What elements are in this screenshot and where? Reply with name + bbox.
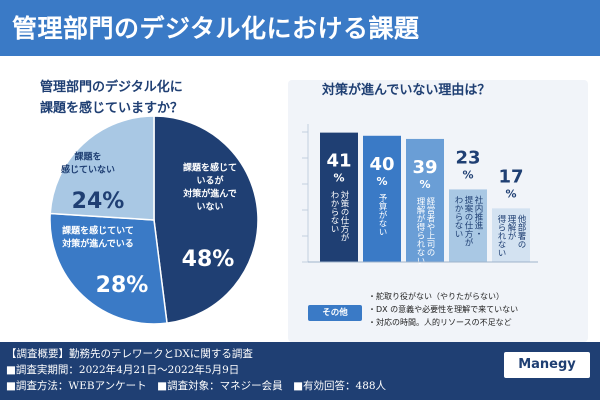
bar-chart: 41%対策の仕方がわからない40%予算がない39%経営者や上司の理解が得られない… xyxy=(302,124,538,265)
bar-category-label: わからない xyxy=(453,195,463,238)
bar-value: 40 xyxy=(369,154,394,175)
pie-slice xyxy=(49,212,168,325)
bar xyxy=(406,138,444,262)
bar-value: 39 xyxy=(412,157,437,178)
other-reasons-list: ・舵取り役がない（やりたがらない） ・DX の意義や必要性を理解で来ていない ・… xyxy=(368,290,586,329)
bar-unit: % xyxy=(333,172,344,185)
bar-category-label: 得られない xyxy=(496,214,506,257)
pie-slice-value: 28% xyxy=(96,273,149,298)
survey-period: ■調査実期間：2022年4月21日～2022年5月9日 xyxy=(6,364,240,376)
pie-heading-line-2: 課題を感じていますか？ xyxy=(40,101,184,116)
pie-slice-label: 対策が進んで xyxy=(182,188,237,200)
pie-slice-value: 24% xyxy=(72,189,125,214)
pie-slice-value: 48% xyxy=(182,247,235,272)
bar-value: 23 xyxy=(455,147,480,168)
pie-slice-label: 対策が進んでいる xyxy=(61,238,134,250)
bar xyxy=(320,132,358,262)
bar xyxy=(449,189,487,262)
bar-unit: % xyxy=(376,175,387,188)
bar-value: 17 xyxy=(498,166,523,187)
bar xyxy=(492,208,530,262)
pie-slice-label: 課題を感じて xyxy=(183,162,237,174)
pie-slice-label: 課題を感じていて xyxy=(62,225,134,237)
pie-slice xyxy=(153,115,259,325)
bar-category-label: 提案の仕方が xyxy=(463,195,473,247)
other-reason-item: ・舵取り役がない（やりたがらない） xyxy=(368,292,504,301)
footer xyxy=(0,342,600,400)
bar-category-label: 他部署の xyxy=(516,214,526,249)
bar-unit: % xyxy=(462,168,473,181)
pie-slice-label: いない xyxy=(196,202,223,213)
survey-overview: 【調査概要】勤務先のテレワークとDXに関する調査 xyxy=(6,348,253,360)
pie-slice xyxy=(49,115,155,221)
pie-chart-heading: 管理部門のデジタル化に 課題を感じていますか？ xyxy=(40,77,270,119)
bar-unit: % xyxy=(419,178,430,191)
pie-slice-label: いるが xyxy=(196,175,224,187)
bar xyxy=(363,135,401,262)
bar-category-label: 社内推進・ xyxy=(473,195,483,238)
bar-category-label: 経営者や上司の xyxy=(425,196,435,256)
bar-category-label: 対策の仕方が xyxy=(339,190,349,242)
other-badge: その他 xyxy=(308,305,362,321)
bar-category-label: 理解が得られない xyxy=(415,197,425,265)
pie-slice-label: 課題を xyxy=(74,151,101,163)
header-banner: 管理部門のデジタル化における課題 xyxy=(0,0,600,56)
page-title: 管理部門のデジタル化における課題 xyxy=(12,14,420,43)
bar-category-label: 理解が xyxy=(506,214,516,240)
bar-value: 41 xyxy=(326,151,351,172)
survey-method: ■調査方法：WEBアンケート ■調査対象：マネジー会員 ■有効回答：488人 xyxy=(6,380,387,392)
bar-category-label: わからない xyxy=(329,191,339,234)
pie-heading-line-1: 管理部門のデジタル化に xyxy=(40,80,183,95)
bar-category-label: 予算がない xyxy=(377,194,387,237)
pie-slice-label: 感じていない xyxy=(61,164,115,176)
brand-logo: Manegy xyxy=(504,352,590,378)
bar-unit: % xyxy=(505,187,516,200)
bar-chart-heading: 対策が進んでいない理由は？ xyxy=(322,83,491,98)
other-reason-item: ・DX の意義や必要性を理解で来ていない xyxy=(368,305,519,314)
other-reason-item: ・対応の時間。人的リソースの不足など xyxy=(368,318,512,327)
